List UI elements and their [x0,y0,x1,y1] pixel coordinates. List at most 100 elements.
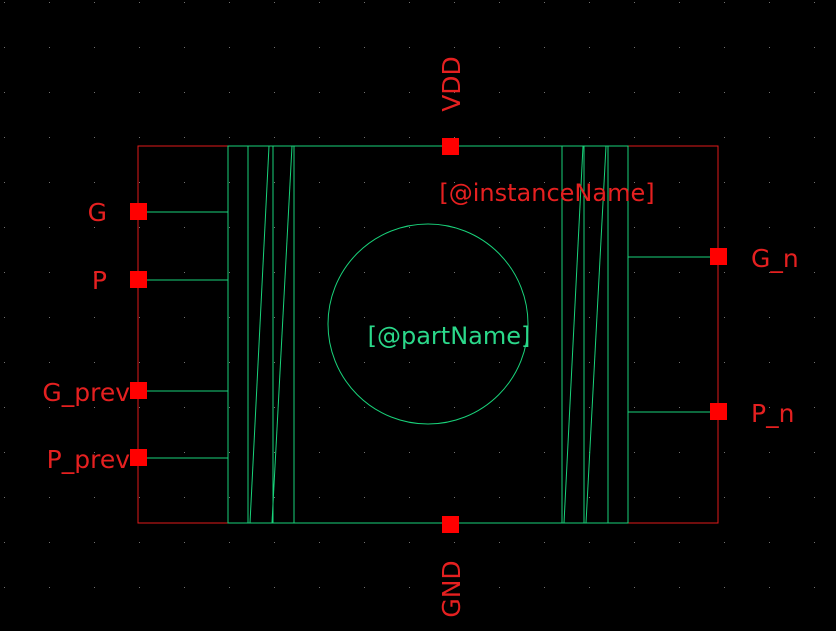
grid-dot [724,317,725,318]
grid-dot [814,542,815,543]
grid-dot [589,47,590,48]
grid-dot [139,137,140,138]
grid-dot [139,317,140,318]
grid-dot [454,497,455,498]
grid-dot [184,2,185,3]
grid-dot [4,587,5,588]
grid-dot [544,92,545,93]
grid-dot [4,92,5,93]
grid-dot [184,587,185,588]
grid-dot [139,227,140,228]
grid-dot [229,182,230,183]
grid-dot [679,362,680,363]
pin-label-g-n: G_n [751,244,799,273]
grid-dot [274,407,275,408]
grid-dot [724,272,725,273]
grid-dot [499,2,500,3]
grid-dot [589,182,590,183]
grid-dot [229,137,230,138]
pin-p-prev[interactable] [130,449,147,466]
grid-dot [139,587,140,588]
grid-dot [589,137,590,138]
grid-dot [4,497,5,498]
grid-dot [679,407,680,408]
grid-dot [679,2,680,3]
grid-dot [364,362,365,363]
grid-dot [4,362,5,363]
grid-dot [544,497,545,498]
grid-dot [49,92,50,93]
grid-dot [544,452,545,453]
part-name-label: [@partName] [368,322,531,350]
grid-dot [499,587,500,588]
grid-dot [319,497,320,498]
grid-dot [274,542,275,543]
grid-dot [364,317,365,318]
grid-dot [634,362,635,363]
grid-dot [544,407,545,408]
grid-dot [184,317,185,318]
grid-dot [724,542,725,543]
grid-dot [679,227,680,228]
grid-dot [49,452,50,453]
grid-dot [814,227,815,228]
grid-dot [634,407,635,408]
grid-dot [499,137,500,138]
pin-g-n[interactable] [710,248,727,265]
grid-dot [679,92,680,93]
grid-dot [229,92,230,93]
grid-dot [589,587,590,588]
grid-dot [454,92,455,93]
grid-dot [679,587,680,588]
grid-dot [364,542,365,543]
grid-dot [319,452,320,453]
grid-dot [634,452,635,453]
grid-dot [364,497,365,498]
grid-dot [499,47,500,48]
grid-dot [634,92,635,93]
grid-dot [634,272,635,273]
pin-p[interactable] [130,271,147,288]
grid-dot [679,317,680,318]
grid-dot [634,497,635,498]
grid-dot [679,497,680,498]
grid-dot [634,182,635,183]
grid-dot [319,137,320,138]
grid-dot [724,47,725,48]
grid-dot [814,182,815,183]
grid-dot [769,587,770,588]
grid-dot [94,227,95,228]
grid-dot [499,542,500,543]
pin-g-prev[interactable] [130,382,147,399]
grid-dot [454,452,455,453]
grid-dot [274,47,275,48]
grid-dot [184,362,185,363]
pin-vdd[interactable] [442,138,459,155]
grid-dot [49,272,50,273]
grid-dot [634,317,635,318]
grid-dot [94,497,95,498]
grid-dot [4,2,5,3]
grid-dot [409,92,410,93]
grid-dot [184,542,185,543]
grid-dot [769,2,770,3]
grid-dot [139,47,140,48]
pin-p-n[interactable] [710,403,727,420]
grid-dot [274,452,275,453]
grid-dot [229,452,230,453]
grid-dot [544,362,545,363]
grid-dot [499,317,500,318]
grid-dot [634,542,635,543]
pin-g[interactable] [130,203,147,220]
grid-dot [589,542,590,543]
grid-dot [94,2,95,3]
grid-dot [319,47,320,48]
grid-dot [274,587,275,588]
grid-dot [184,497,185,498]
grid-dot [274,92,275,93]
grid-dot [229,2,230,3]
pin-gnd[interactable] [442,516,459,533]
grid-dot [724,137,725,138]
grid-dot [544,2,545,3]
